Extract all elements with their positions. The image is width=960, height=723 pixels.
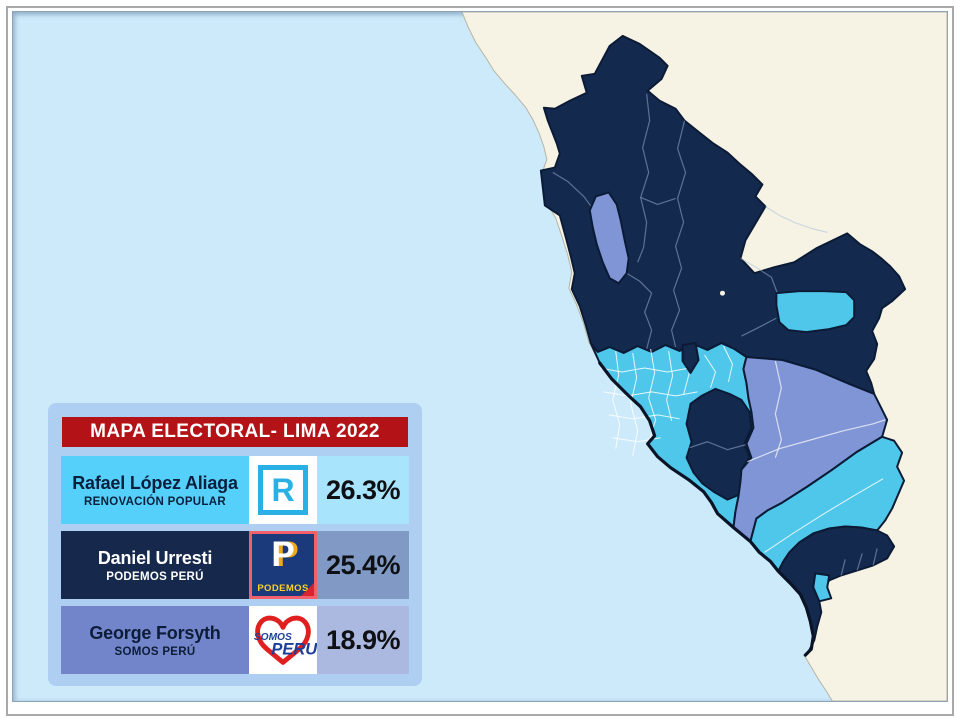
district-navy-wedge [681,342,700,374]
podemos-peru-logo-icon: P PODEMOS [249,531,317,599]
candidate-party: RENOVACIÓN POPULAR [84,495,226,508]
candidate-row-urresti: Daniel Urresti PODEMOS PERÚ P PODEMOS 25… [61,531,409,599]
district-boundary-line [765,205,828,233]
district-boundary-line [603,391,698,397]
district-boundary-line [872,548,878,566]
district-boundary-line [626,272,653,350]
district-boundary-line [764,478,884,553]
district-boundary-line [630,352,639,456]
district-boundary-line [774,360,782,458]
candidate-name: George Forsyth [89,622,221,643]
district-boundary-line [689,441,746,451]
legend-panel: MAPA ELECTORAL- LIMA 2022 Rafael López A… [48,403,422,686]
district-boundary-line [740,257,778,294]
map-dot [719,290,725,296]
candidate-info: Rafael López Aliaga RENOVACIÓN POPULAR [61,456,249,524]
somos-logo-word-top: SOMOS [254,632,292,643]
candidate-percent: 26.3% [317,456,409,524]
district-boundary-line [648,348,657,440]
district-cyan-notch [812,572,833,603]
somos-peru-heart-icon: SOMOS PERU [254,615,317,665]
somos-logo-word-bottom: PERU [271,641,317,659]
renovacion-popular-logo-icon: R [249,456,317,524]
district-boundary-line [856,553,863,571]
candidate-info: George Forsyth SOMOS PERÚ [61,606,249,674]
district-boundary-line [723,345,733,383]
candidate-percent: 25.4% [317,531,409,599]
district-boundary-line [741,317,777,337]
candidate-percent: 18.9% [317,606,409,674]
outer-frame [6,6,954,716]
district-boundary-line [552,172,594,209]
candidate-info: Daniel Urresti PODEMOS PERÚ [61,531,249,599]
district-boundary-line [747,419,886,463]
district-boundary-line [666,350,674,421]
somos-peru-logo-icon: SOMOS PERU [249,606,317,674]
district-boundary-line [599,367,690,373]
district-boundary-line [640,196,676,206]
candidate-name: Rafael López Aliaga [72,472,238,493]
district-boundary-line [704,354,716,389]
district-east-cyan-patch [775,290,856,334]
map-panel: MAPA ELECTORAL- LIMA 2022 Rafael López A… [12,11,948,702]
district-boundary-line [608,414,680,420]
district-boundary-line [670,120,687,348]
podemos-logo-corner-stripe [300,582,314,596]
legend-title: MAPA ELECTORAL- LIMA 2022 [62,417,408,447]
candidate-row-forsyth: George Forsyth SOMOS PERÚ SOMOS PERU 18.… [61,606,409,674]
district-boundary-line [637,93,651,263]
podemos-logo-letter: P [271,535,295,574]
candidate-name: Daniel Urresti [97,547,213,568]
rp-logo-letter: R [271,472,295,508]
district-boundary-line [840,559,846,576]
lima-electoral-map [461,12,947,701]
candidate-party: PODEMOS PERÚ [106,570,204,583]
podemos-logo-word: PODEMOS [257,583,309,594]
rp-logo-frame: R [258,465,308,515]
candidate-row-lopez-aliaga: Rafael López Aliaga RENOVACIÓN POPULAR R… [61,456,409,524]
district-periwinkle-strip [588,191,630,285]
province-coastline [598,361,815,657]
district-boundary-line [612,350,621,449]
candidate-party: SOMOS PERÚ [114,645,196,658]
